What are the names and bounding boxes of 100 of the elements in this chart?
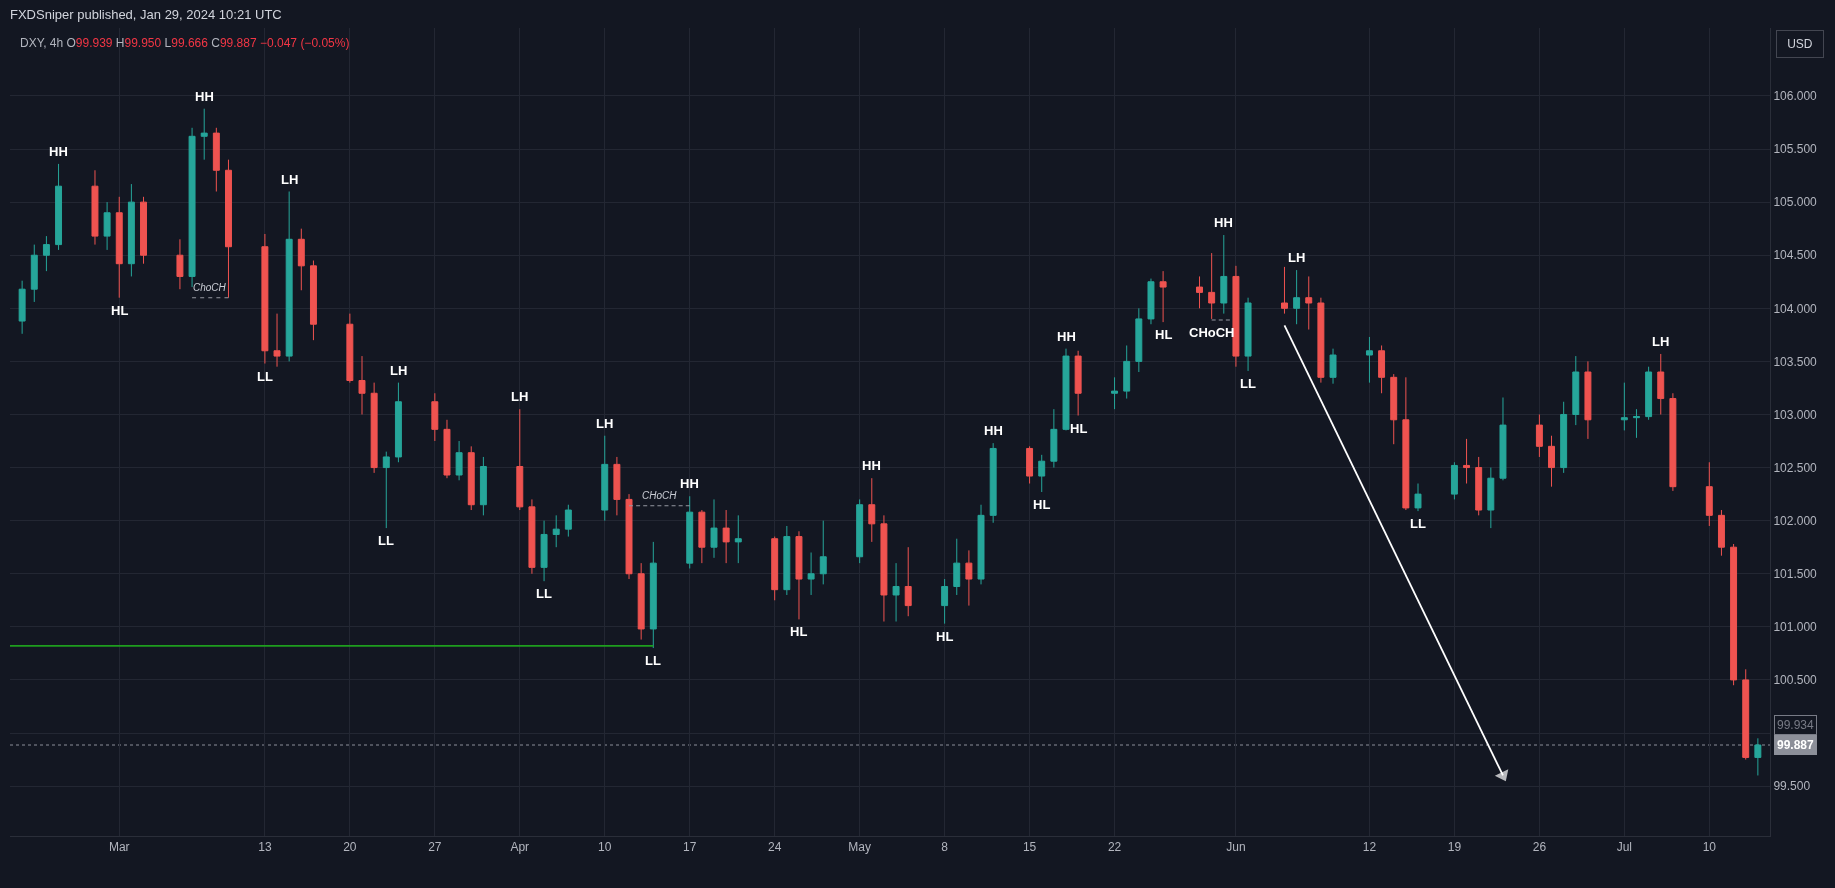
candlestick [1196, 275, 1203, 309]
candlestick [1414, 483, 1422, 512]
candlestick [479, 456, 487, 516]
x-tick-label: 12 [1362, 840, 1377, 855]
candlestick [370, 382, 378, 474]
candlestick [309, 260, 317, 341]
x-tick-label: 27 [428, 840, 442, 855]
candlestick [686, 495, 694, 569]
annotation: HL [1033, 497, 1051, 512]
annotation: HL [790, 624, 808, 639]
candlestick [880, 514, 888, 623]
candlestick [771, 536, 779, 601]
candlestick [1378, 344, 1386, 394]
annotation: ChoCH [193, 282, 227, 293]
candlestick [795, 530, 803, 620]
annotation: LH [511, 389, 529, 404]
candlestick [892, 562, 900, 623]
annotation: HH [195, 89, 214, 104]
y-tick-label: 101.000 [1773, 620, 1818, 635]
candlestick [807, 552, 815, 596]
candlestick [1147, 278, 1155, 325]
candlestick [115, 196, 123, 299]
candlestick [613, 456, 621, 516]
candlestick [1135, 307, 1143, 373]
candlestick [1450, 461, 1458, 500]
annotation: LL [645, 653, 661, 668]
x-tick-label: May [848, 840, 871, 855]
candlestick [1062, 348, 1070, 431]
candlestick [625, 493, 633, 580]
candlestick [212, 127, 220, 193]
candlestick [722, 509, 730, 564]
candlestick [1657, 353, 1665, 415]
annotation: LH [390, 363, 408, 378]
candlestick [977, 504, 985, 585]
annotation: LH [596, 416, 614, 431]
candlestick [516, 408, 524, 511]
y-tick-label: 100.500 [1773, 673, 1818, 688]
candlestick [358, 355, 366, 415]
candlestick [1026, 445, 1034, 484]
candlestick [1232, 265, 1240, 368]
y-tick-label: 105.000 [1773, 195, 1818, 210]
annotation: HH [984, 423, 1003, 438]
annotation: LL [257, 369, 273, 384]
candlestick [989, 442, 997, 524]
candlestick [856, 498, 864, 564]
x-tick-label: Apr [510, 840, 530, 855]
candlestick [1281, 266, 1288, 315]
candlestick [1633, 408, 1640, 439]
candlestick [273, 313, 281, 368]
y-axis-title: USD [1787, 37, 1813, 51]
y-tick-label: 105.500 [1773, 142, 1818, 157]
candlestick [1305, 275, 1313, 331]
candlestick [1038, 454, 1046, 493]
ref-line-label: 99.887 [1777, 738, 1815, 752]
candlestick [1487, 467, 1495, 529]
annotation: LL [536, 586, 552, 601]
candlestick [455, 440, 463, 481]
candlestick [1329, 348, 1337, 385]
annotation: HH [1214, 215, 1233, 230]
text: DXY, 4h O99.939 H99.950 L99.666 C99.887 −0.047 (−0.05%) [20, 36, 350, 50]
y-tick-label: 101.500 [1773, 566, 1818, 581]
candlestick [1535, 413, 1543, 458]
candlestick [552, 514, 560, 548]
candlestick [1572, 355, 1580, 426]
candlestick [868, 477, 876, 543]
candlestick [904, 546, 912, 617]
candlestick [1293, 269, 1301, 325]
candlestick [1074, 350, 1082, 417]
y-tick-label: 104.500 [1773, 248, 1818, 263]
candlestick [431, 392, 439, 442]
candlestick [382, 451, 390, 529]
text: 99.934 [1777, 718, 1815, 732]
candlestick [1208, 252, 1216, 320]
annotation: HL [1155, 327, 1173, 342]
candlestick [1620, 382, 1628, 431]
y-tick-label: 103.000 [1773, 407, 1818, 422]
candlestick [1645, 366, 1653, 421]
x-tick-label: Jun [1226, 840, 1246, 855]
candlestick [297, 228, 305, 291]
x-tick-label: 24 [768, 840, 782, 855]
candlestick [127, 183, 135, 277]
candlestick [443, 419, 451, 479]
annotation: HL [1070, 421, 1088, 436]
candlestick [467, 445, 475, 511]
candlestick [285, 191, 293, 362]
x-tick-label: 17 [683, 840, 697, 855]
candlestick [649, 541, 657, 649]
x-tick-label: 8 [941, 840, 949, 855]
candlestick [1548, 435, 1555, 488]
candlestick [953, 538, 961, 596]
candlestick [1742, 668, 1750, 761]
annotation: HH [49, 144, 68, 159]
candlestick [601, 435, 609, 522]
candlestick [1159, 270, 1167, 323]
candlestick [200, 108, 208, 161]
annotation: HH [862, 458, 881, 473]
annotation: LH [281, 172, 299, 187]
candlestick [261, 233, 269, 365]
candlestick [1050, 408, 1058, 469]
annotation: HL [936, 629, 954, 644]
